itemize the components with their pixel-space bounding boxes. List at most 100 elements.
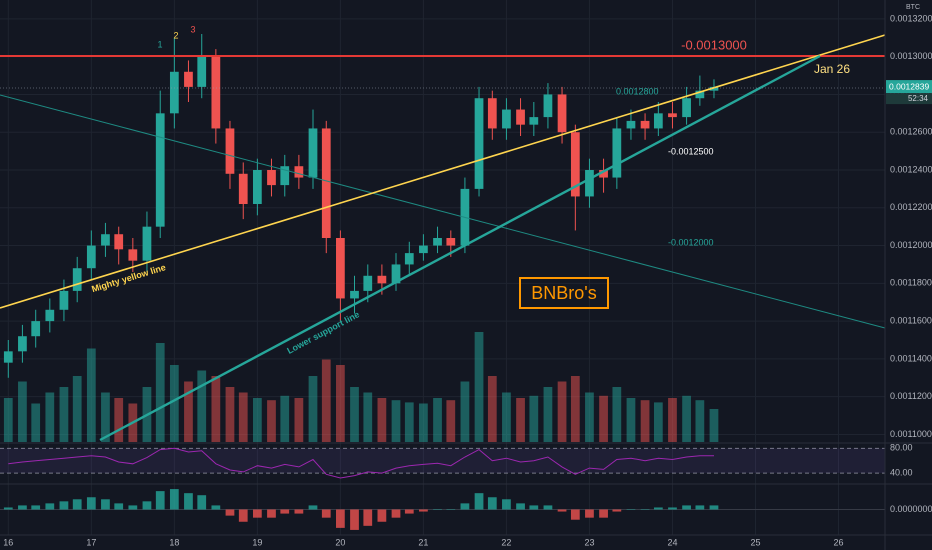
- macd-bar: [128, 505, 138, 510]
- macd-bar: [350, 509, 359, 530]
- macd-bar: [585, 509, 594, 518]
- volume-bar: [585, 392, 594, 442]
- candle-body: [59, 290, 69, 310]
- macd-bar: [709, 505, 719, 510]
- candle-body: [446, 238, 456, 246]
- volume-bar: [101, 392, 110, 442]
- x-tick-label: 22: [501, 537, 511, 547]
- candle-body: [612, 128, 622, 178]
- candle-body: [350, 290, 359, 299]
- candle-body: [709, 86, 719, 91]
- y-tick-label: 0.0013200: [890, 13, 932, 23]
- macd-bar: [86, 497, 96, 510]
- candle-body: [419, 245, 428, 254]
- candle-body: [142, 226, 152, 261]
- volume-bar: [433, 398, 442, 442]
- rsi-tick-label: 80.00: [890, 443, 913, 453]
- volume-bar: [225, 387, 235, 442]
- volume-bar: [446, 400, 456, 442]
- volume-bar: [155, 343, 165, 442]
- macd-bar: [252, 509, 262, 518]
- volume-bar: [267, 400, 276, 442]
- macd-bar: [682, 505, 691, 510]
- macd-bar: [142, 501, 152, 510]
- candle-body: [294, 166, 304, 178]
- candle-body: [321, 128, 331, 238]
- candle-body: [18, 336, 27, 352]
- volume-bar: [653, 402, 663, 442]
- volume-bar: [695, 400, 705, 442]
- y-tick-label: 0.0013000: [890, 51, 932, 61]
- volume-bar: [336, 365, 345, 442]
- volume-bar: [626, 398, 636, 442]
- candle-body: [308, 128, 318, 178]
- wave-label: 2: [173, 30, 178, 40]
- candle-body: [211, 56, 221, 129]
- axes: 0.0011000 0.0011200 0.0011400 0.0011600 0.00…: [3, 13, 932, 547]
- volume-bar: [709, 409, 719, 442]
- volume-bar: [114, 398, 124, 442]
- macd-bar: [155, 491, 165, 510]
- candle-body: [86, 245, 96, 269]
- macd-bar: [653, 507, 663, 510]
- candle-body: [668, 113, 677, 118]
- volume-bar: [570, 376, 580, 442]
- y-tick-label: 0.0011400: [890, 353, 932, 363]
- volume-bar: [363, 392, 373, 442]
- candle-body: [184, 71, 193, 87]
- candle-body: [31, 321, 41, 337]
- macd-bar: [363, 509, 373, 526]
- candle-body: [599, 170, 608, 178]
- annotation: -0.0012000: [668, 237, 714, 247]
- candle-body: [101, 234, 110, 246]
- volume-bar: [529, 395, 539, 442]
- x-tick-label: 18: [169, 537, 179, 547]
- candle-body: [280, 166, 290, 186]
- support-line: [99, 54, 821, 442]
- x-tick-label: 23: [584, 537, 594, 547]
- candle-body: [557, 94, 567, 133]
- volume-bar: [612, 387, 622, 442]
- wave-label: 1: [157, 39, 162, 49]
- macd-bar: [446, 509, 456, 510]
- macd-bar: [599, 509, 608, 518]
- volume-bar: [197, 370, 207, 442]
- volume-bar: [543, 387, 553, 442]
- volume-bar: [404, 402, 414, 442]
- candle-body: [585, 170, 594, 197]
- candle-body: [404, 253, 414, 265]
- macd-bar: [543, 505, 553, 510]
- macd-bar: [238, 509, 248, 522]
- candle-body: [391, 264, 401, 284]
- macd-bar: [474, 493, 484, 510]
- volume-bar: [474, 332, 484, 442]
- volume-bar: [252, 398, 262, 442]
- macd-bar: [45, 503, 55, 510]
- volume-bar: [86, 348, 96, 442]
- volume-bar: [640, 400, 650, 442]
- y-tick-label: 0.0011000: [890, 429, 932, 439]
- macd-bar: [404, 509, 414, 514]
- volume-bar: [391, 400, 401, 442]
- macd-bar: [321, 509, 331, 518]
- rsi-tick-label: 40.00: [890, 467, 913, 477]
- volume-bar: [419, 403, 428, 442]
- macd-bar: [460, 503, 470, 510]
- volume-bar: [516, 398, 525, 442]
- volume-bar: [72, 376, 82, 442]
- candle-body: [529, 117, 539, 125]
- volume-bar: [460, 381, 470, 442]
- candle-body: [3, 351, 13, 363]
- macd-bar: [612, 509, 622, 512]
- candle-body: [626, 120, 636, 129]
- volume-bar: [280, 395, 290, 442]
- candle-body: [474, 98, 484, 189]
- macd-bar: [695, 505, 705, 510]
- y-tick-label: 0.0012600: [890, 127, 932, 137]
- volume-bar: [45, 392, 55, 442]
- volume-bar: [18, 381, 27, 442]
- macd-bar: [391, 509, 401, 518]
- volume-bar: [59, 387, 69, 442]
